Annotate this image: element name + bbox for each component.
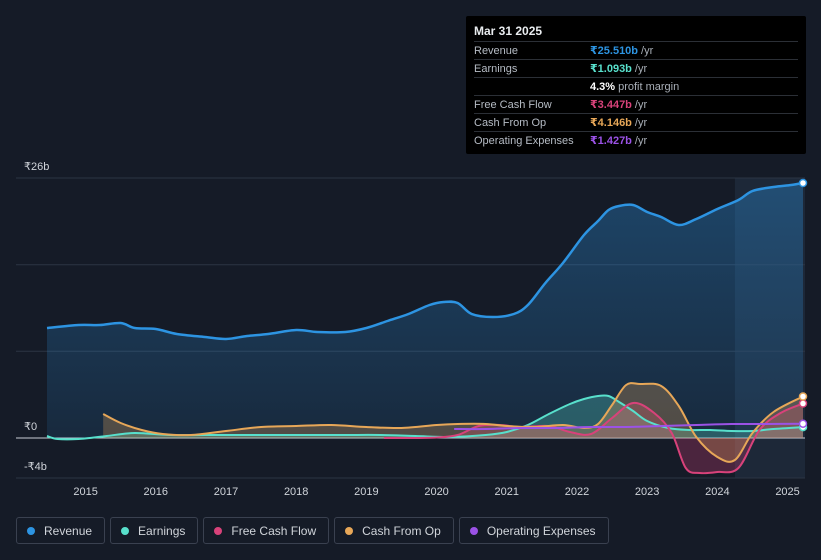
x-tick-label: 2023 [635,486,659,498]
legend-label: Cash From Op [362,523,441,538]
earnings-area [47,395,803,440]
revenue-endpoint [798,178,808,188]
tooltip-row-revenue: Revenue ₹25.510b /yr [474,41,798,59]
tooltip-value: 4.3% [590,80,616,93]
tooltip-unit: /yr [634,134,648,147]
tooltip-unit: /yr [634,62,648,75]
tooltip-row-operating-expenses: Operating Expenses ₹1.427b /yr [474,131,798,149]
legend-item-cash-from-op[interactable]: Cash From Op [334,517,454,544]
legend-label: Operating Expenses [486,523,596,538]
cash-from-op-endpoint [798,392,808,401]
free-cash-flow-endpoint [798,399,808,408]
revenue-area [47,183,803,438]
cash-from-op-area [103,383,803,462]
x-tick-label: 2015 [73,486,97,498]
legend-label: Earnings [138,523,186,538]
free-cash-flow-area [383,402,803,474]
legend-item-earnings[interactable]: Earnings [110,517,199,544]
legend-item-operating-expenses[interactable]: Operating Expenses [458,517,609,544]
x-tick-label: 2017 [214,486,238,498]
tooltip-unit: /yr [634,116,648,129]
x-tick-label: 2021 [495,486,519,498]
tooltip-unit: profit margin [618,80,680,93]
x-tick-label: 2024 [705,486,729,498]
legend-dot-icon [469,526,478,535]
tooltip-unit: /yr [641,44,654,57]
legend-label: Revenue [44,523,93,538]
legend-item-revenue[interactable]: Revenue [16,517,106,544]
x-tick-label: 2022 [565,486,589,498]
tooltip: Mar 31 2025 Revenue ₹25.510b /yr Earning… [466,16,806,154]
legend-dot-icon [27,526,35,535]
x-tick-label: 2018 [284,486,308,498]
y-axis-label: -₹4b [24,461,47,473]
tooltip-value: ₹3.447b [590,99,632,111]
cash-from-op-line [102,382,804,463]
tooltip-row-free-cash-flow: Free Cash Flow ₹3.447b /yr [474,95,798,113]
legend-dot-icon [121,526,130,535]
revenue-line [46,181,804,341]
tooltip-date: Mar 31 2025 [474,24,543,38]
tooltip-label: Free Cash Flow [474,98,552,111]
operating-expenses-endpoint [798,419,808,428]
tooltip-value: ₹1.427b [590,135,632,147]
tooltip-row-cash-from-op: Cash From Op ₹4.146b /yr [474,113,798,131]
tooltip-label: Operating Expenses [474,134,574,147]
operating-expenses-line [454,422,804,431]
legend-dot-icon [214,526,223,535]
tooltip-value: ₹4.146b [590,117,632,129]
legend-dot-icon [345,526,354,535]
tooltip-value: ₹1.093b [590,63,632,75]
free-cash-flow-line [383,401,804,475]
legend: Revenue Earnings Free Cash Flow Cash Fro… [16,517,614,544]
tooltip-label: Revenue [474,44,519,57]
x-tick-label: 2025 [775,486,799,498]
tooltip-value: ₹25.510b [590,45,639,57]
tooltip-label: Earnings [474,62,518,75]
y-axis-label: ₹26b [24,161,49,173]
x-tick-label: 2019 [354,486,378,498]
tooltip-row-profit-margin: 4.3% profit margin [474,77,798,95]
legend-item-free-cash-flow[interactable]: Free Cash Flow [203,517,330,544]
y-axis-label: ₹0 [24,421,37,433]
x-tick-label: 2020 [424,486,448,498]
tooltip-unit: /yr [634,98,648,111]
x-tick-label: 2016 [144,486,168,498]
tooltip-row-earnings: Earnings ₹1.093b /yr [474,59,798,77]
tooltip-label: Cash From Op [474,116,547,129]
legend-label: Free Cash Flow [231,523,317,538]
